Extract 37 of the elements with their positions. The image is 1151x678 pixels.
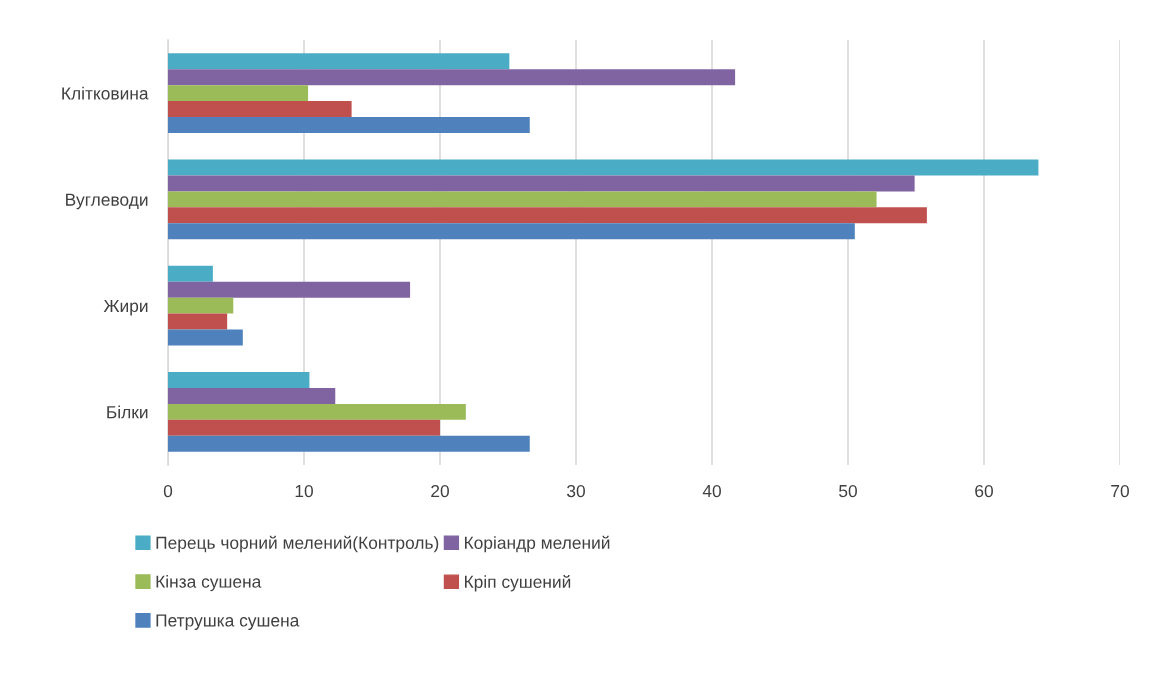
bar — [168, 403, 466, 420]
x-tick-label: 40 — [702, 484, 721, 498]
legend-label: Петрушка сушена — [156, 614, 300, 631]
y-tick-label: Вуглеводи — [66, 193, 148, 210]
bar — [168, 313, 228, 330]
bar — [168, 175, 915, 192]
bar — [168, 372, 310, 388]
bar — [168, 435, 530, 452]
bar — [168, 53, 510, 70]
x-tick-label: 10 — [295, 484, 313, 498]
y-tick-label: Клітковина — [62, 86, 149, 100]
x-tick-label: 0 — [163, 484, 173, 498]
y-tick-label: Білки — [107, 405, 148, 419]
y-tick-label: Жири — [103, 299, 148, 316]
bar — [168, 223, 855, 240]
bar — [168, 85, 309, 102]
bar — [168, 329, 243, 346]
bar — [168, 419, 440, 436]
bar — [168, 265, 213, 282]
bar — [168, 281, 411, 298]
bar — [168, 297, 234, 314]
x-tick-label: 60 — [975, 484, 993, 498]
bar — [168, 207, 927, 224]
bar — [168, 117, 530, 133]
bar — [168, 191, 877, 208]
legend-label: Коріандр мелений — [464, 535, 610, 553]
bar — [168, 387, 336, 404]
bar — [168, 159, 1039, 176]
x-tick-label: 70 — [1111, 484, 1129, 498]
x-tick-label: 20 — [431, 484, 449, 498]
legend-label: Кріп сушений — [464, 574, 571, 592]
x-tick-label: 50 — [839, 484, 857, 498]
x-tick-label: 30 — [567, 484, 585, 498]
legend-label: Перець чорний мелений(Контроль) — [156, 535, 439, 553]
legend-label: Кінза сушена — [156, 575, 262, 592]
bar — [168, 69, 736, 86]
bar — [168, 101, 352, 118]
